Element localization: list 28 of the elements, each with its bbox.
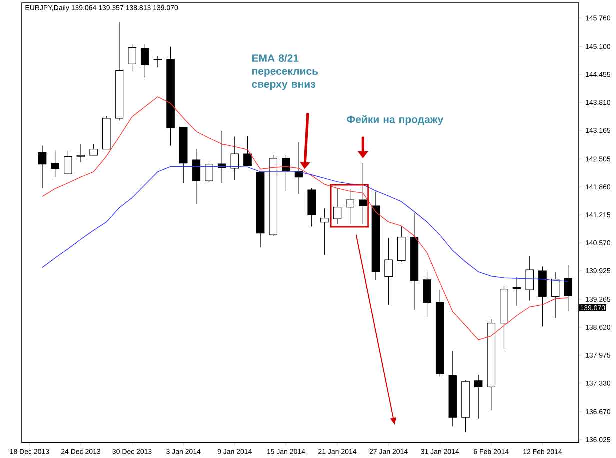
annotation: EMA 8/21 пересеклись сверху вниз	[252, 54, 318, 90]
candlestick	[346, 189, 354, 224]
candlestick	[64, 150, 72, 175]
candlestick	[320, 208, 329, 256]
candlestick	[90, 144, 98, 156]
candlestick	[282, 154, 290, 192]
annotation: Фейки на продажу	[347, 115, 444, 126]
candlestick	[140, 44, 150, 78]
candlestick	[333, 188, 342, 224]
candlestick	[384, 238, 393, 306]
candlestick	[128, 44, 136, 72]
candlestick	[359, 163, 368, 224]
candlestick	[154, 56, 162, 68]
candlestick	[474, 374, 483, 420]
candlestick	[218, 130, 226, 184]
candlestick	[205, 163, 214, 184]
candlestick	[192, 148, 201, 204]
candlestick	[51, 150, 60, 178]
candlestick	[397, 226, 406, 262]
candlestick	[38, 145, 47, 189]
candlestick	[230, 136, 240, 180]
candlestick	[551, 272, 560, 319]
candlestick	[526, 256, 534, 301]
candlestick	[423, 270, 432, 318]
candlestick	[76, 144, 86, 163]
candlestick	[564, 264, 573, 312]
candlestick	[244, 136, 252, 166]
candlestick	[512, 277, 522, 306]
